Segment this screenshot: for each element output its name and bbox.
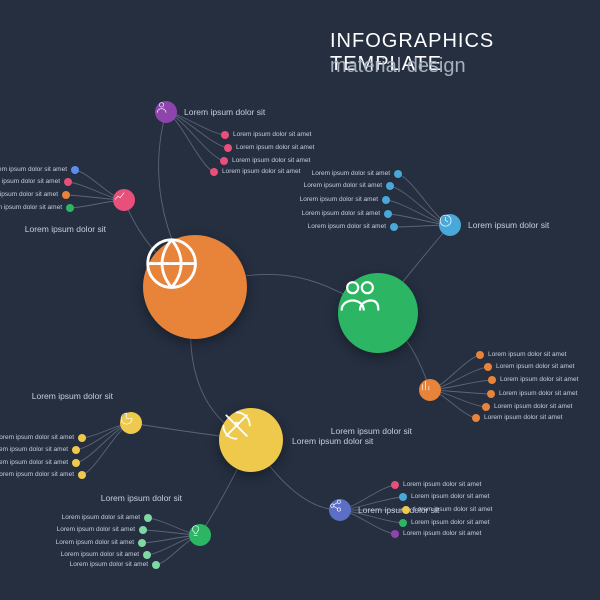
dot [72,446,80,454]
dot [64,178,72,186]
dot-label: Lorem ipsum dolor sit amet [0,178,60,185]
node-c4 [419,379,441,401]
dot [78,471,86,479]
clock-icon [439,214,452,227]
dot [484,363,492,371]
node-c4-label: Lorem ipsum dolor sit [331,426,412,436]
dot [390,223,398,231]
atom-icon [219,408,254,443]
share-icon [329,499,342,512]
dot-label: Lorem ipsum dolor sit amet [500,376,578,383]
dot [221,131,229,139]
dot-label: Lorem ipsum dolor sit amet [232,157,310,164]
node-c6 [189,524,211,546]
dot-label: Lorem ipsum dolor sit amet [61,551,139,558]
dot [144,514,152,522]
node-c2-label: Lorem ipsum dolor sit [25,224,106,234]
dot-label: Lorem ipsum dolor sit amet [0,446,68,453]
connector-layer [0,0,600,600]
node-c3 [439,214,461,236]
dot-label: Lorem ipsum dolor sit amet [70,561,148,568]
bulb-icon [189,524,202,537]
dot [224,144,232,152]
dot [143,551,151,559]
users-icon [338,273,382,317]
dot [488,376,496,384]
dot-label: Lorem ipsum dolor sit amet [222,168,300,175]
page-subtitle: material design [330,55,466,78]
node-share [329,499,351,521]
dot-label: Lorem ipsum dolor sit amet [0,471,74,478]
dot-label: Lorem ipsum dolor sit amet [62,514,140,521]
node-c2 [113,189,135,211]
dot-label: Lorem ipsum dolor sit amet [499,390,577,397]
node-c3-label: Lorem ipsum dolor sit [468,220,549,230]
dot-label: Lorem ipsum dolor sit amet [494,403,572,410]
dot-label: Lorem ipsum dolor sit amet [411,493,489,500]
dot-label: Lorem ipsum dolor sit amet [0,166,67,173]
node-c5-label: Lorem ipsum dolor sit [32,391,113,401]
dot-label: Lorem ipsum dolor sit amet [300,196,378,203]
hub-users [338,273,418,353]
dot [72,459,80,467]
dot [78,434,86,442]
dot-label: Lorem ipsum dolor sit amet [304,182,382,189]
dot [138,539,146,547]
dot [391,530,399,538]
node-c5 [120,412,142,434]
dot [487,390,495,398]
dot [399,519,407,527]
globe-icon [143,235,200,292]
dot-label: Lorem ipsum dolor sit amet [0,191,58,198]
dot [482,403,490,411]
dot [391,481,399,489]
dot-label: Lorem ipsum dolor sit amet [233,131,311,138]
dot [384,210,392,218]
user-icon [155,101,168,114]
dot [66,204,74,212]
dot-label: Lorem ipsum dolor sit amet [236,144,314,151]
dot-label: Lorem ipsum dolor sit amet [484,414,562,421]
dot [210,168,218,176]
dot [394,170,402,178]
dot-label: Lorem ipsum dolor sit amet [496,363,574,370]
dot [399,493,407,501]
pie-icon [120,412,133,425]
hub-gear [219,408,283,472]
dot-label: Lorem ipsum dolor sit amet [312,170,390,177]
node-c6-label: Lorem ipsum dolor sit [101,493,182,503]
dot-label: Lorem ipsum dolor sit amet [302,210,380,217]
dot-label: Lorem ipsum dolor sit amet [57,526,135,533]
dot-label: Lorem ipsum dolor sit amet [56,539,134,546]
dot-label: Lorem ipsum dolor sit amet [403,530,481,537]
hub-gear-label: Lorem ipsum dolor sit [292,436,373,446]
bars-icon [419,379,432,392]
dot-label: Lorem ipsum dolor sit amet [411,519,489,526]
dot [402,506,410,514]
dot-label: Lorem ipsum dolor sit amet [0,434,74,441]
dot-label: Lorem ipsum dolor sit amet [414,506,492,513]
node-c1 [155,101,177,123]
dot-label: Lorem ipsum dolor sit amet [403,481,481,488]
dot [476,351,484,359]
chart-icon [113,189,126,202]
dot-label: Lorem ipsum dolor sit amet [308,223,386,230]
dot [472,414,480,422]
dot [62,191,70,199]
dot [139,526,147,534]
dot [71,166,79,174]
dot-label: Lorem ipsum dolor sit amet [0,459,68,466]
dot [382,196,390,204]
dot [152,561,160,569]
node-c1-label: Lorem ipsum dolor sit [184,107,265,117]
dot-label: Lorem ipsum dolor sit amet [488,351,566,358]
hub-globe [143,235,247,339]
dot [386,182,394,190]
dot-label: Lorem ipsum dolor sit amet [0,204,62,211]
dot [220,157,228,165]
